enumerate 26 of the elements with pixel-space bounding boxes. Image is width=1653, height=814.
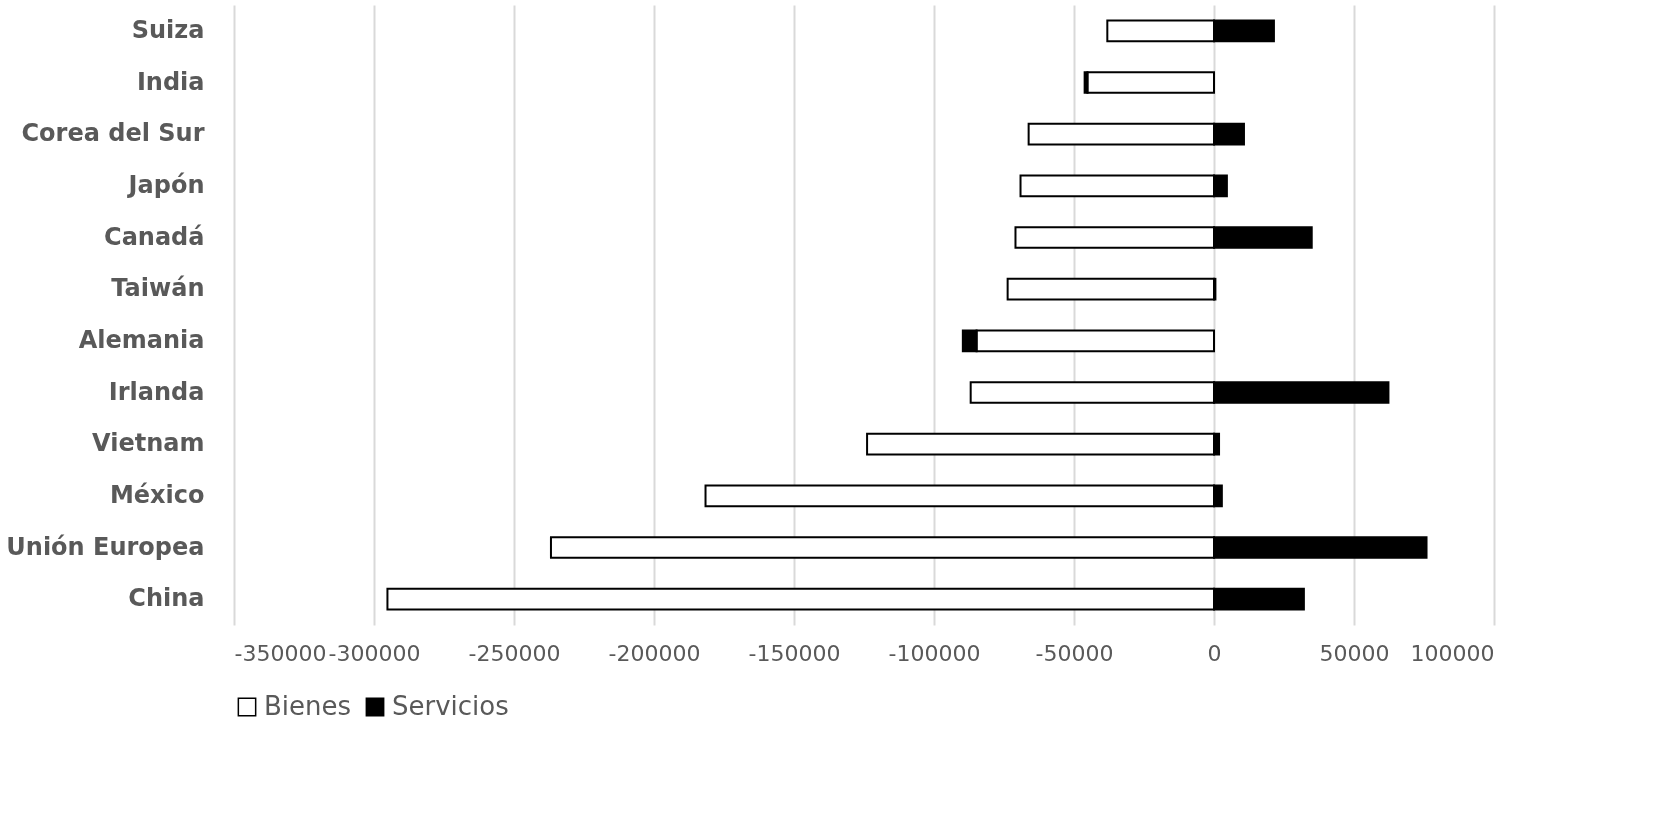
x-tick-label: -100000 xyxy=(888,640,981,666)
x-tick-label: 50000 xyxy=(1319,640,1390,666)
y-tick-label: Japón xyxy=(126,170,205,199)
y-tick-label: Canadá xyxy=(104,222,205,251)
x-tick-label: -200000 xyxy=(608,640,701,666)
y-tick-label: México xyxy=(109,480,205,509)
y-tick-label: Irlanda xyxy=(108,377,205,406)
y-tick-label: Alemania xyxy=(78,325,205,354)
y-tick-label: Suiza xyxy=(131,15,205,44)
legend-label: Servicios xyxy=(392,691,509,721)
x-tick-label: -50000 xyxy=(1035,640,1114,666)
y-tick-label: Corea del Sur xyxy=(21,119,205,148)
x-tick-label: -250000 xyxy=(468,640,561,666)
y-tick-label: India xyxy=(136,67,205,96)
y-tick-label: Vietnam xyxy=(92,429,205,458)
y-tick-label: Taiwán xyxy=(111,274,205,303)
bar xyxy=(1006,277,1215,301)
bar xyxy=(1086,71,1215,94)
y-tick-label: China xyxy=(128,584,205,613)
x-tick-label: -300000 xyxy=(328,640,421,666)
y-tick-label: Unión Europea xyxy=(6,532,205,561)
x-tick-label: 0 xyxy=(1207,640,1222,666)
x-tick-label: -150000 xyxy=(748,640,841,666)
x-tick-label: -350000 xyxy=(234,640,327,666)
legend-label: Bienes xyxy=(264,691,352,721)
x-tick-label: 100000 xyxy=(1410,640,1495,666)
